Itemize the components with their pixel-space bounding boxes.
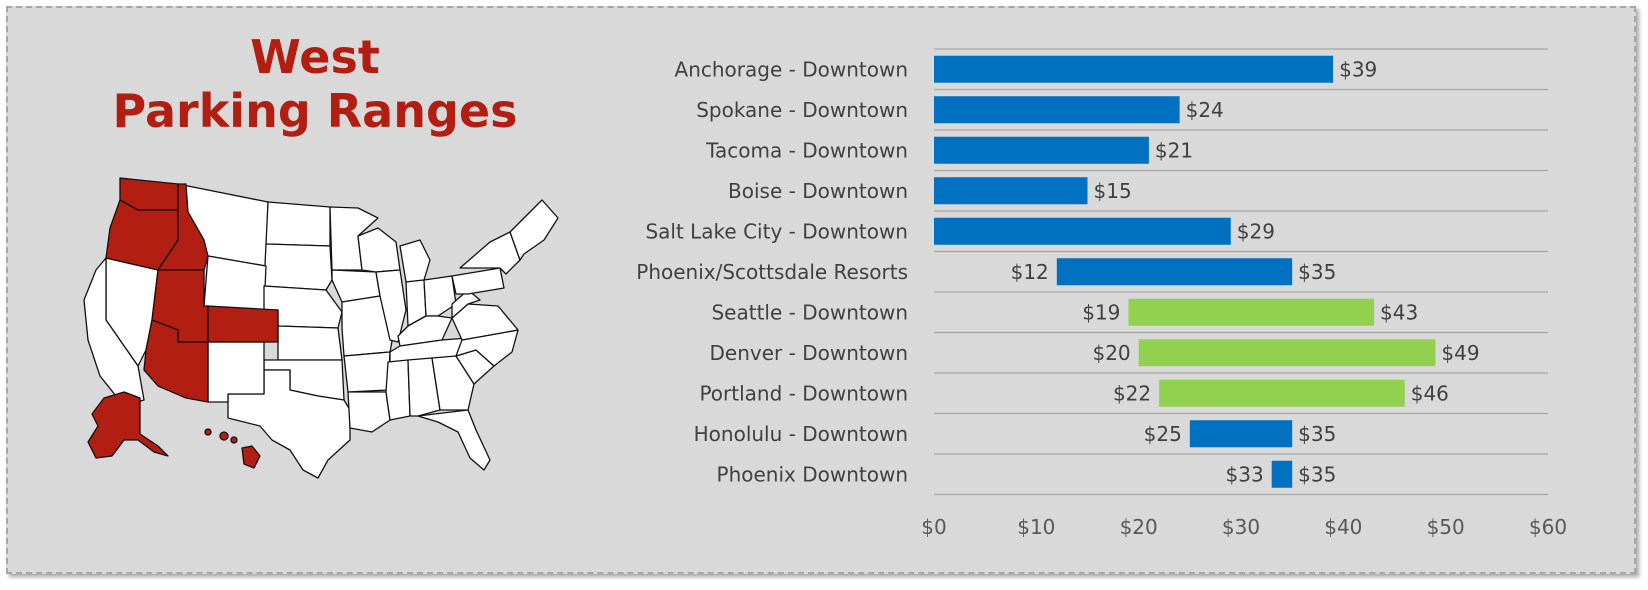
new-england-states: [509, 199, 559, 261]
title-line-2: Parking Ranges: [112, 84, 518, 138]
bar: [934, 217, 1231, 245]
max-value-label: $39: [1339, 57, 1377, 81]
x-tick-label: $30: [1222, 515, 1260, 539]
max-value-label: $49: [1441, 341, 1479, 365]
x-tick-label: $10: [1017, 515, 1055, 539]
title-line-1: West: [250, 30, 380, 84]
alabama-state: [407, 357, 441, 417]
max-value-label: $21: [1155, 138, 1193, 162]
x-tick-label: $60: [1529, 515, 1567, 539]
bar: [1138, 339, 1436, 367]
min-value-label: $33: [1226, 462, 1264, 486]
bar: [1189, 420, 1293, 448]
category-label: Boise - Downtown: [728, 179, 908, 203]
category-label: Salt Lake City - Downtown: [645, 219, 908, 243]
georgia-state: [431, 355, 475, 411]
category-label: Spokane - Downtown: [696, 98, 908, 122]
max-value-label: $43: [1380, 300, 1418, 324]
chart-title: West Parking Ranges: [80, 30, 550, 138]
arizona-state: [143, 319, 209, 403]
chart-gridlines: [934, 48, 1548, 496]
min-value-label: $25: [1144, 422, 1182, 446]
category-label: Portland - Downtown: [699, 381, 908, 405]
bar: [1271, 460, 1293, 488]
category-label: Tacoma - Downtown: [705, 138, 908, 162]
max-value-label: $46: [1411, 381, 1449, 405]
x-axis-ticks: $0 $10 $20 $30 $40 $50 $60: [921, 515, 1567, 539]
idaho-state: [157, 183, 209, 271]
hawaii-island: [204, 428, 212, 436]
min-value-label: $19: [1082, 300, 1120, 324]
min-value-label: $12: [1011, 260, 1049, 284]
hawaii-state: [241, 445, 261, 469]
value-labels: $39 $24 $21 $15 $29 $35 $12 $43 $19 $49 $20 $46 $22 $…: [1011, 57, 1480, 486]
bar: [934, 177, 1088, 205]
category-label: Phoenix/Scottsdale Resorts: [636, 260, 908, 284]
mississippi-state: [385, 359, 411, 421]
category-label: Honolulu - Downtown: [694, 422, 908, 446]
category-label: Anchorage - Downtown: [675, 57, 908, 81]
max-value-label: $29: [1237, 219, 1275, 243]
bar: [1056, 258, 1293, 286]
chart-bars: [934, 55, 1436, 488]
pennsylvania-state: [451, 267, 505, 295]
x-tick-label: $40: [1324, 515, 1362, 539]
bar: [1159, 379, 1405, 407]
california-state: [83, 257, 145, 407]
category-label: Seattle - Downtown: [711, 300, 908, 324]
max-value-label: $35: [1298, 462, 1336, 486]
x-tick-label: $20: [1120, 515, 1158, 539]
max-value-label: $24: [1186, 98, 1224, 122]
max-value-label: $35: [1298, 260, 1336, 284]
min-value-label: $22: [1113, 381, 1151, 405]
florida-state: [417, 409, 491, 471]
bar: [934, 55, 1334, 83]
bar: [934, 136, 1149, 164]
category-label: Denver - Downtown: [710, 341, 908, 365]
us-map: [83, 177, 559, 479]
max-value-label: $35: [1298, 422, 1336, 446]
hawaii-island: [219, 431, 229, 441]
x-tick-label: $0: [921, 515, 946, 539]
us-map-states: [83, 177, 559, 479]
bar: [934, 96, 1180, 124]
category-labels: Anchorage - Downtown Spokane - Downtown Ta…: [636, 57, 908, 486]
x-tick-label: $50: [1427, 515, 1465, 539]
category-label: Phoenix Downtown: [717, 462, 908, 486]
ohio-state: [423, 275, 457, 317]
illinois-state: [375, 269, 407, 343]
michigan-state: [399, 239, 431, 283]
louisiana-state: [347, 391, 391, 433]
alaska-state: [87, 391, 169, 459]
bar: [1128, 298, 1375, 326]
min-value-label: $20: [1092, 341, 1130, 365]
hawaii-island: [230, 436, 238, 444]
max-value-label: $15: [1094, 179, 1132, 203]
texas-state: [227, 369, 351, 479]
colorado-state: [207, 305, 279, 343]
